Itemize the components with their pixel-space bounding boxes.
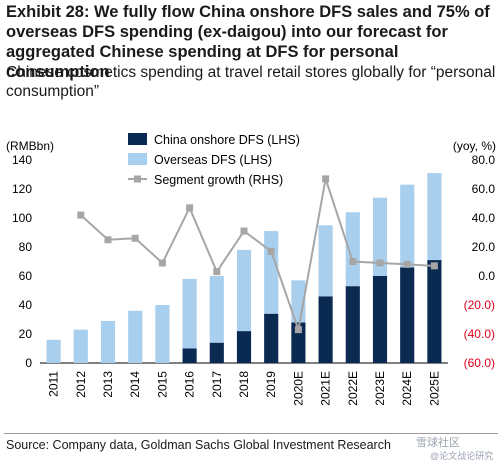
source-note: Source: Company data, Goldman Sachs Glob… xyxy=(6,438,391,452)
right-axis-tick-label: 60.0 xyxy=(472,182,496,196)
segment-growth-point xyxy=(322,175,330,183)
segment-growth-point xyxy=(158,259,166,267)
segment-growth-point xyxy=(104,236,112,244)
right-axis-tick-label: 20.0 xyxy=(472,240,496,254)
watermark: 雪球社区 xyxy=(416,437,460,449)
bar-china-onshore xyxy=(291,322,306,363)
legend-label-china-onshore: China onshore DFS (LHS) xyxy=(154,133,300,147)
bar-china-onshore xyxy=(209,342,224,363)
x-tick-label: 2014 xyxy=(128,371,142,398)
bar-overseas xyxy=(46,339,61,363)
bar-china-onshore xyxy=(427,260,442,363)
segment-growth-point xyxy=(403,260,411,268)
watermark-sub: @论文战论研究 xyxy=(430,451,494,461)
bar-overseas xyxy=(236,249,252,332)
x-tick-label: 2025E xyxy=(427,371,441,406)
left-axis-tick-label: 0 xyxy=(25,356,32,370)
legend-label-growth: Segment growth (RHS) xyxy=(154,173,283,187)
x-tick-label: 2011 xyxy=(47,371,61,397)
left-axis-tick-label: 80 xyxy=(19,240,33,254)
legend-label-overseas: Overseas DFS (LHS) xyxy=(154,153,272,167)
x-tick-label: 2017 xyxy=(210,371,224,398)
segment-growth-point xyxy=(240,227,248,235)
segment-growth-point xyxy=(213,268,221,276)
segment-growth-point xyxy=(349,258,357,265)
left-axis-tick-label: 60 xyxy=(19,269,33,283)
right-axis-tick-label: (40.0) xyxy=(464,327,495,341)
right-axis-tick-label: 40.0 xyxy=(472,211,496,225)
chart-subtitle: Chinese cosmetics spending at travel ret… xyxy=(6,64,496,100)
bar-overseas xyxy=(209,276,224,343)
x-tick-label: 2021E xyxy=(319,371,333,406)
x-tick-label: 2023E xyxy=(373,371,387,406)
x-tick-label: 2022E xyxy=(346,371,360,406)
left-axis-tick-label: 120 xyxy=(12,182,32,196)
bar-overseas xyxy=(73,329,88,363)
bar-overseas xyxy=(400,184,415,268)
x-tick-label: 2024E xyxy=(400,371,414,406)
bar-china-onshore xyxy=(400,267,415,363)
bar-overseas xyxy=(427,173,442,261)
segment-growth-point xyxy=(267,247,275,255)
bar-overseas xyxy=(182,278,197,349)
x-tick-label: 2018 xyxy=(237,371,251,398)
bar-overseas xyxy=(264,231,279,314)
right-axis-tick-label: 0.0 xyxy=(478,269,495,283)
bar-overseas xyxy=(155,305,170,363)
bar-overseas xyxy=(372,197,388,276)
segment-growth-point xyxy=(294,326,302,334)
bar-china-onshore xyxy=(318,296,333,363)
legend-swatch-overseas xyxy=(128,153,147,165)
bar-china-onshore xyxy=(264,313,279,363)
stacked-bar-line-chart: 0 20 40 60 80 100 120 140(RMBbn) (60.0) (40.0) (20… xyxy=(6,133,496,406)
bar-china-onshore xyxy=(345,286,360,363)
right-axis-label: (yoy, %) xyxy=(453,139,496,153)
bar-overseas xyxy=(345,212,360,287)
left-axis-tick-label: 20 xyxy=(19,327,33,341)
segment-growth-point xyxy=(430,262,438,270)
segment-growth-point xyxy=(186,204,194,212)
bar-china-onshore xyxy=(236,331,252,363)
segment-growth-point xyxy=(376,259,384,267)
segment-growth-point xyxy=(131,234,139,242)
x-tick-label: 2020E xyxy=(291,371,305,406)
left-axis-tick-label: 100 xyxy=(12,211,32,225)
footer-divider xyxy=(4,433,498,434)
right-axis-tick-label: (60.0) xyxy=(464,356,495,370)
page-title: Exhibit 28: We fully flow China onshore … xyxy=(6,3,490,81)
right-axis-tick-label: (20.0) xyxy=(464,298,495,312)
left-axis-tick-label: 140 xyxy=(12,153,32,167)
x-tick-label: 2012 xyxy=(74,371,88,398)
left-axis-label: (RMBbn) xyxy=(6,139,54,153)
x-tick-label: 2016 xyxy=(183,371,197,398)
bar-overseas xyxy=(128,310,143,363)
bar-china-onshore xyxy=(372,276,388,363)
x-tick-label: 2013 xyxy=(101,371,115,398)
legend-swatch-china-onshore xyxy=(128,133,147,145)
left-axis-tick-label: 40 xyxy=(19,298,33,312)
bar-overseas xyxy=(318,225,333,297)
legend-swatch-growth-marker xyxy=(134,175,141,183)
segment-growth-line xyxy=(80,178,435,334)
x-tick-label: 2019 xyxy=(264,371,278,398)
bar-china-onshore xyxy=(182,348,197,363)
bar-overseas xyxy=(100,320,116,363)
x-tick-label: 2015 xyxy=(155,371,169,398)
segment-growth-point xyxy=(77,211,85,219)
right-axis-tick-label: 80.0 xyxy=(472,153,496,167)
